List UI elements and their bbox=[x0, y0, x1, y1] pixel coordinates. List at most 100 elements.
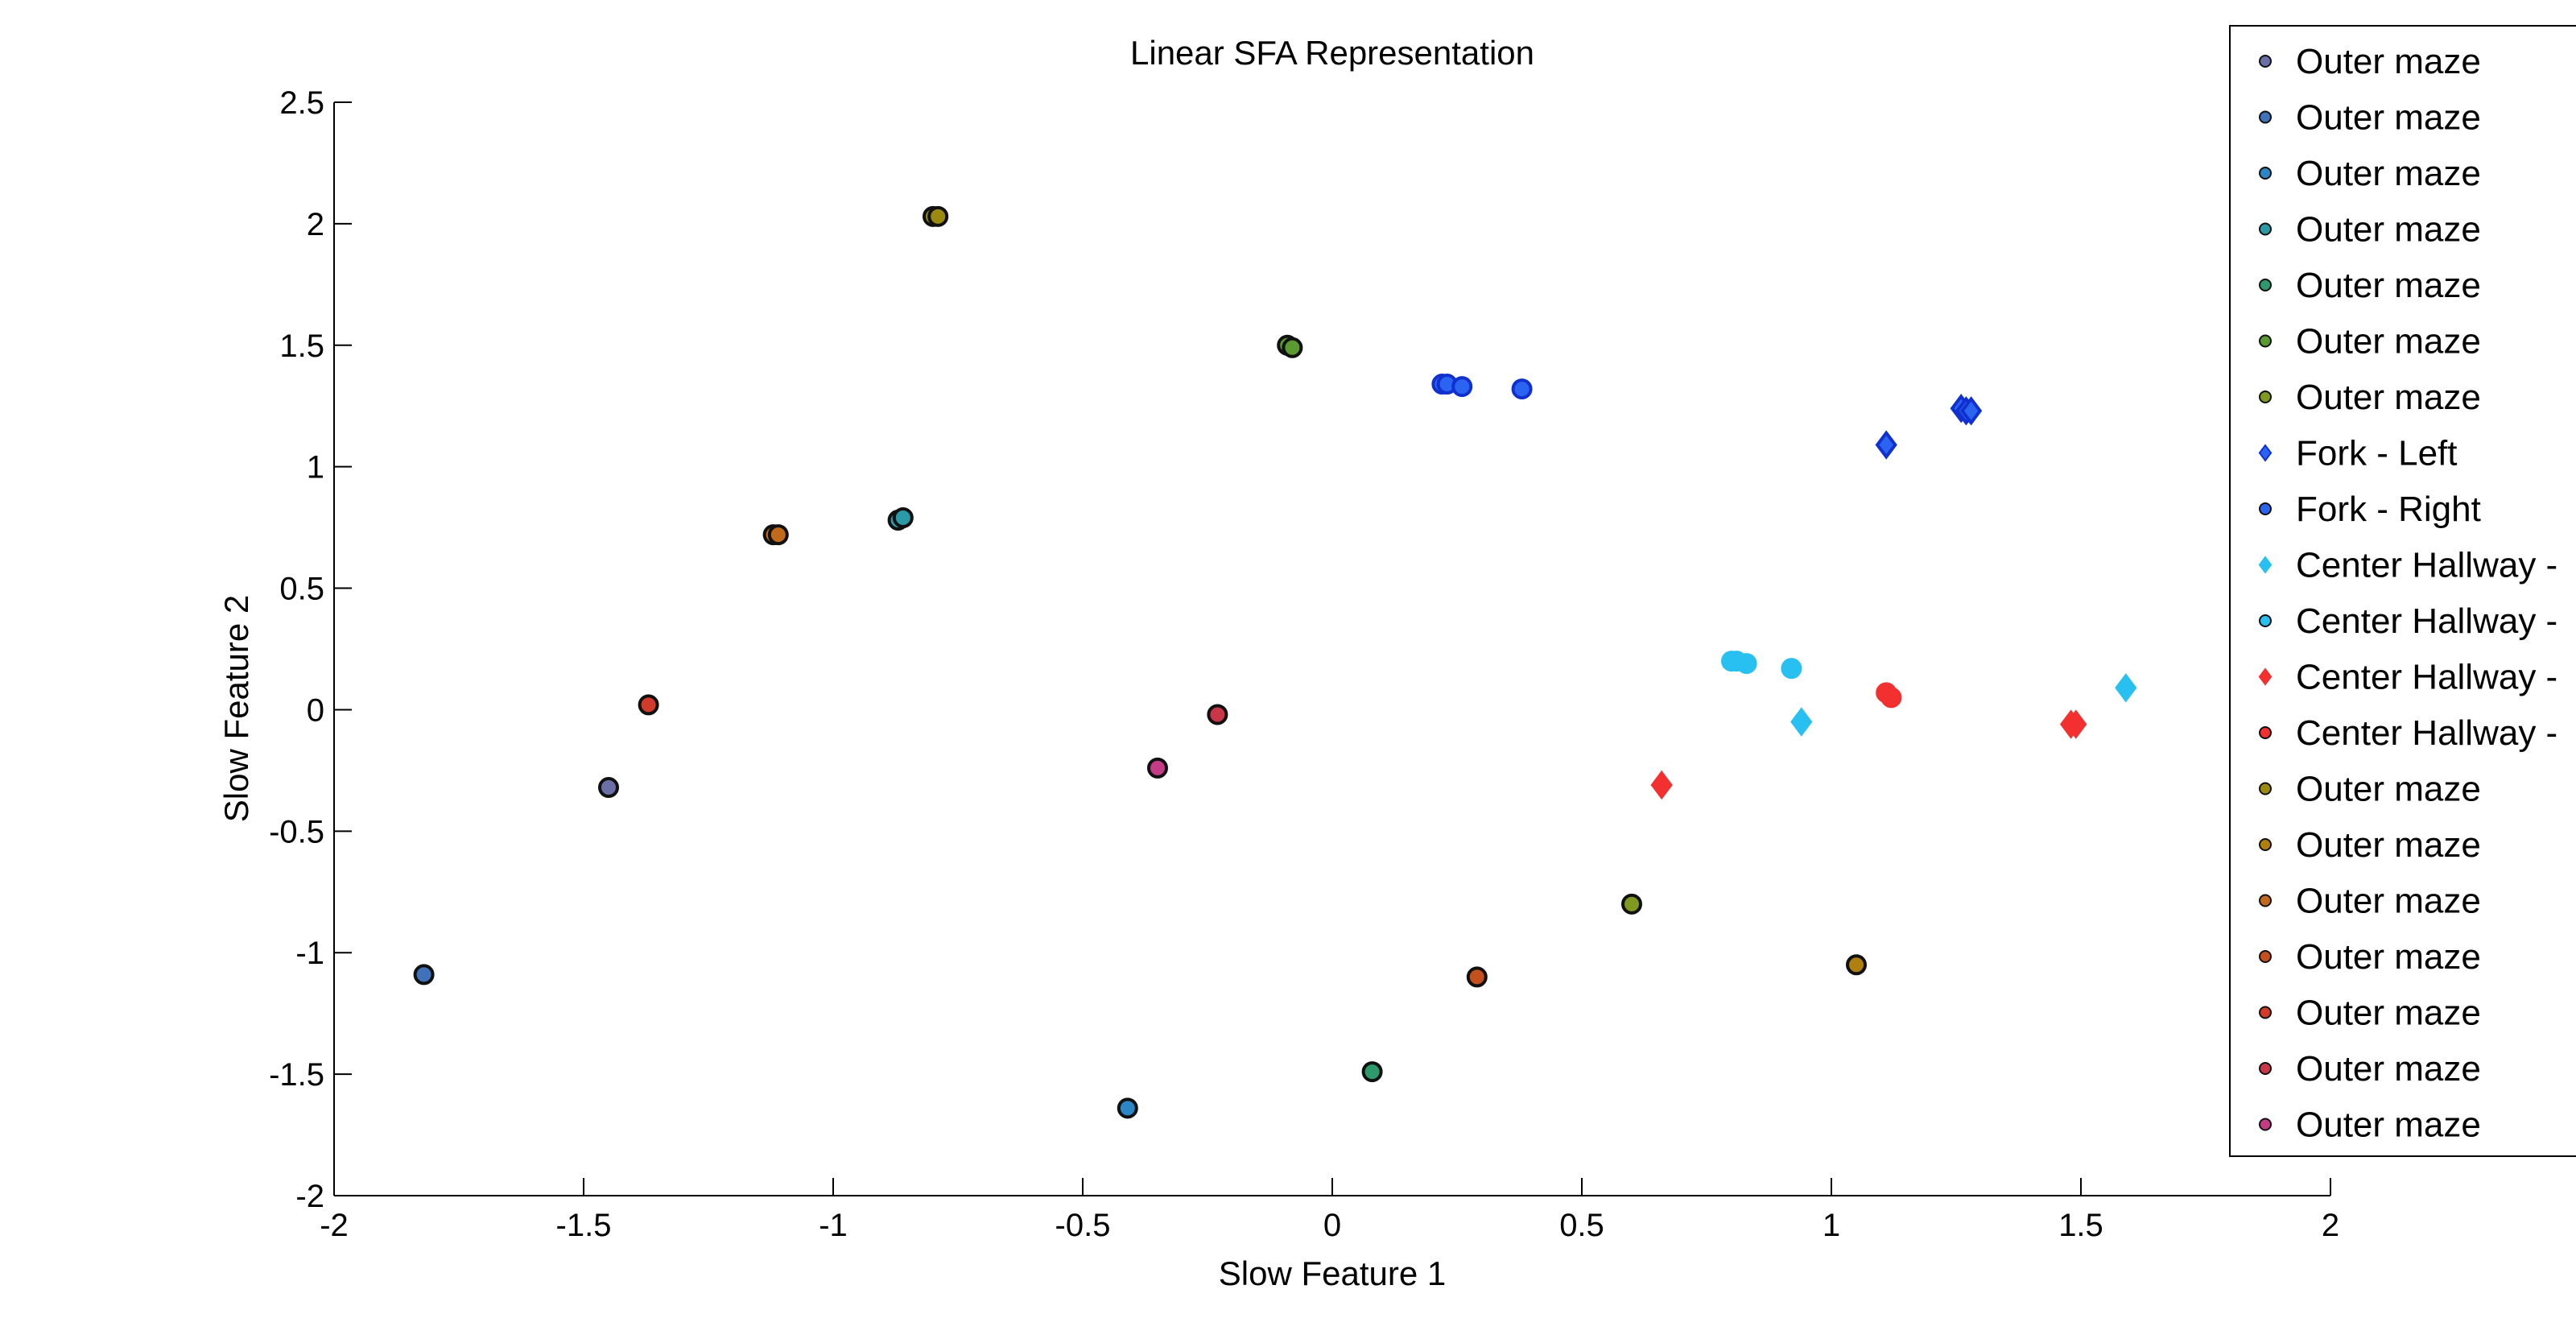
legend-entry: Outer maze bbox=[2259, 770, 2481, 809]
legend-label: Outer maze bbox=[2296, 266, 2481, 305]
legend-label: Outer maze bbox=[2296, 378, 2481, 417]
legend-label: Center Hallway - bbox=[2296, 546, 2557, 585]
legend-marker bbox=[2259, 838, 2272, 851]
y-tick-label: -2 bbox=[295, 1179, 324, 1214]
legend-label: Outer maze bbox=[2296, 42, 2481, 81]
legend-entry: Outer maze bbox=[2259, 937, 2481, 977]
data-point bbox=[1875, 430, 1897, 460]
y-tick-label: 0 bbox=[307, 692, 324, 728]
legend-label: Outer maze bbox=[2296, 882, 2481, 921]
data-point bbox=[598, 777, 619, 799]
legend-entry: Outer maze bbox=[2259, 1049, 2481, 1089]
legend-label: Outer maze bbox=[2296, 98, 2481, 138]
legend-entry: Outer maze bbox=[2259, 825, 2481, 865]
legend-entry: Center Hallway - bbox=[2259, 601, 2557, 641]
legend-label: Fork - Left bbox=[2296, 434, 2458, 473]
x-tick-label: 1 bbox=[1823, 1208, 1840, 1243]
legend-marker bbox=[2259, 1006, 2272, 1019]
legend-entry: Center Hallway - bbox=[2258, 658, 2557, 697]
y-axis-ticks: -2 -1.5 -1 -0.5 0 0.5 1 1.5 2 2.5 bbox=[269, 85, 352, 1214]
legend-label: Outer maze bbox=[2296, 770, 2481, 809]
x-tick-label: -0.5 bbox=[1055, 1208, 1111, 1243]
data-point bbox=[1880, 687, 1902, 709]
data-point bbox=[1282, 337, 1303, 358]
legend-entry: Fork - Left bbox=[2258, 434, 2458, 473]
legend-entry: Outer maze bbox=[2259, 1105, 2481, 1145]
legend-entry: Center Hallway - bbox=[2258, 546, 2557, 585]
legend-entry: Outer maze bbox=[2259, 210, 2481, 250]
data-point bbox=[1736, 653, 1757, 675]
legend-box bbox=[2229, 25, 2576, 1157]
x-tick-label: -2 bbox=[320, 1208, 349, 1243]
legend-label: Outer maze bbox=[2296, 937, 2481, 977]
legend-marker bbox=[2259, 1062, 2272, 1075]
legend-marker bbox=[2259, 279, 2272, 291]
x-axis-label: Slow Feature 1 bbox=[1219, 1254, 1446, 1292]
y-tick-label: 1 bbox=[307, 450, 324, 486]
x-tick-label: -1.5 bbox=[556, 1208, 612, 1243]
data-point bbox=[1781, 658, 1802, 680]
legend-label: Outer maze bbox=[2296, 1049, 2481, 1089]
x-tick-label: 0.5 bbox=[1559, 1208, 1604, 1243]
chart-title: Linear SFA Representation bbox=[1130, 34, 1534, 72]
data-point bbox=[1451, 376, 1473, 398]
x-axis-ticks: -2 -1.5 -1 -0.5 0 0.5 1 1.5 2 bbox=[320, 1178, 2339, 1243]
legend-marker bbox=[2259, 782, 2272, 795]
data-point bbox=[1361, 1061, 1383, 1083]
x-tick-label: 2 bbox=[2322, 1208, 2339, 1243]
legend-entry: Outer maze bbox=[2259, 42, 2481, 81]
data-point bbox=[413, 964, 435, 986]
legend-label: Center Hallway - bbox=[2296, 601, 2557, 641]
legend-marker bbox=[2259, 55, 2272, 68]
y-tick-label: 2 bbox=[307, 207, 324, 242]
data-point bbox=[1511, 378, 1533, 400]
y-tick-label: -1 bbox=[295, 936, 324, 971]
legend-marker bbox=[2258, 556, 2273, 574]
legend-marker bbox=[2259, 950, 2272, 963]
data-point bbox=[2065, 709, 2087, 739]
legend-marker bbox=[2259, 894, 2272, 907]
legend-marker bbox=[2259, 614, 2272, 627]
legend-marker bbox=[2258, 444, 2273, 462]
legend-label: Outer maze bbox=[2296, 994, 2481, 1033]
legend-marker bbox=[2259, 110, 2272, 124]
legend-label: Outer maze bbox=[2296, 322, 2481, 362]
legend-label: Center Hallway - bbox=[2296, 658, 2557, 697]
legend-entry: Outer maze bbox=[2259, 266, 2481, 305]
legend-marker bbox=[2258, 667, 2273, 686]
legend-label: Outer maze bbox=[2296, 154, 2481, 193]
legend-label: Outer maze bbox=[2296, 210, 2481, 250]
legend-entry: Outer maze bbox=[2259, 322, 2481, 362]
x-tick-label: 1.5 bbox=[2058, 1208, 2103, 1243]
data-point bbox=[1650, 770, 1673, 800]
legend-marker bbox=[2259, 502, 2272, 515]
legend-entry: Outer maze bbox=[2259, 994, 2481, 1033]
data-point bbox=[1846, 954, 1867, 976]
y-tick-label: -0.5 bbox=[269, 814, 324, 849]
y-tick-label: 1.5 bbox=[279, 329, 324, 364]
data-points bbox=[413, 205, 2137, 1119]
legend-entry: Outer maze bbox=[2259, 882, 2481, 921]
data-point bbox=[767, 524, 789, 546]
legend-label: Center Hallway - bbox=[2296, 713, 2557, 753]
data-point bbox=[2115, 673, 2137, 703]
data-point bbox=[1790, 707, 1813, 737]
legend-entry: Fork - Right bbox=[2259, 490, 2481, 529]
legend-marker bbox=[2259, 222, 2272, 236]
legend-label: Fork - Right bbox=[2296, 490, 2481, 529]
data-point bbox=[1117, 1097, 1138, 1119]
legend-marker bbox=[2259, 167, 2272, 180]
data-point bbox=[1959, 396, 1983, 426]
y-tick-label: 0.5 bbox=[279, 572, 324, 607]
legend-entry: Outer maze bbox=[2259, 154, 2481, 193]
data-point bbox=[1466, 966, 1488, 988]
y-axis-label: Slow Feature 2 bbox=[217, 595, 255, 822]
x-tick-label: 0 bbox=[1323, 1208, 1341, 1243]
legend-label: Outer maze bbox=[2296, 825, 2481, 865]
legend-marker bbox=[2259, 1118, 2272, 1131]
legend-entry: Outer maze bbox=[2259, 98, 2481, 138]
data-point bbox=[927, 205, 949, 227]
legend-marker bbox=[2259, 726, 2272, 739]
